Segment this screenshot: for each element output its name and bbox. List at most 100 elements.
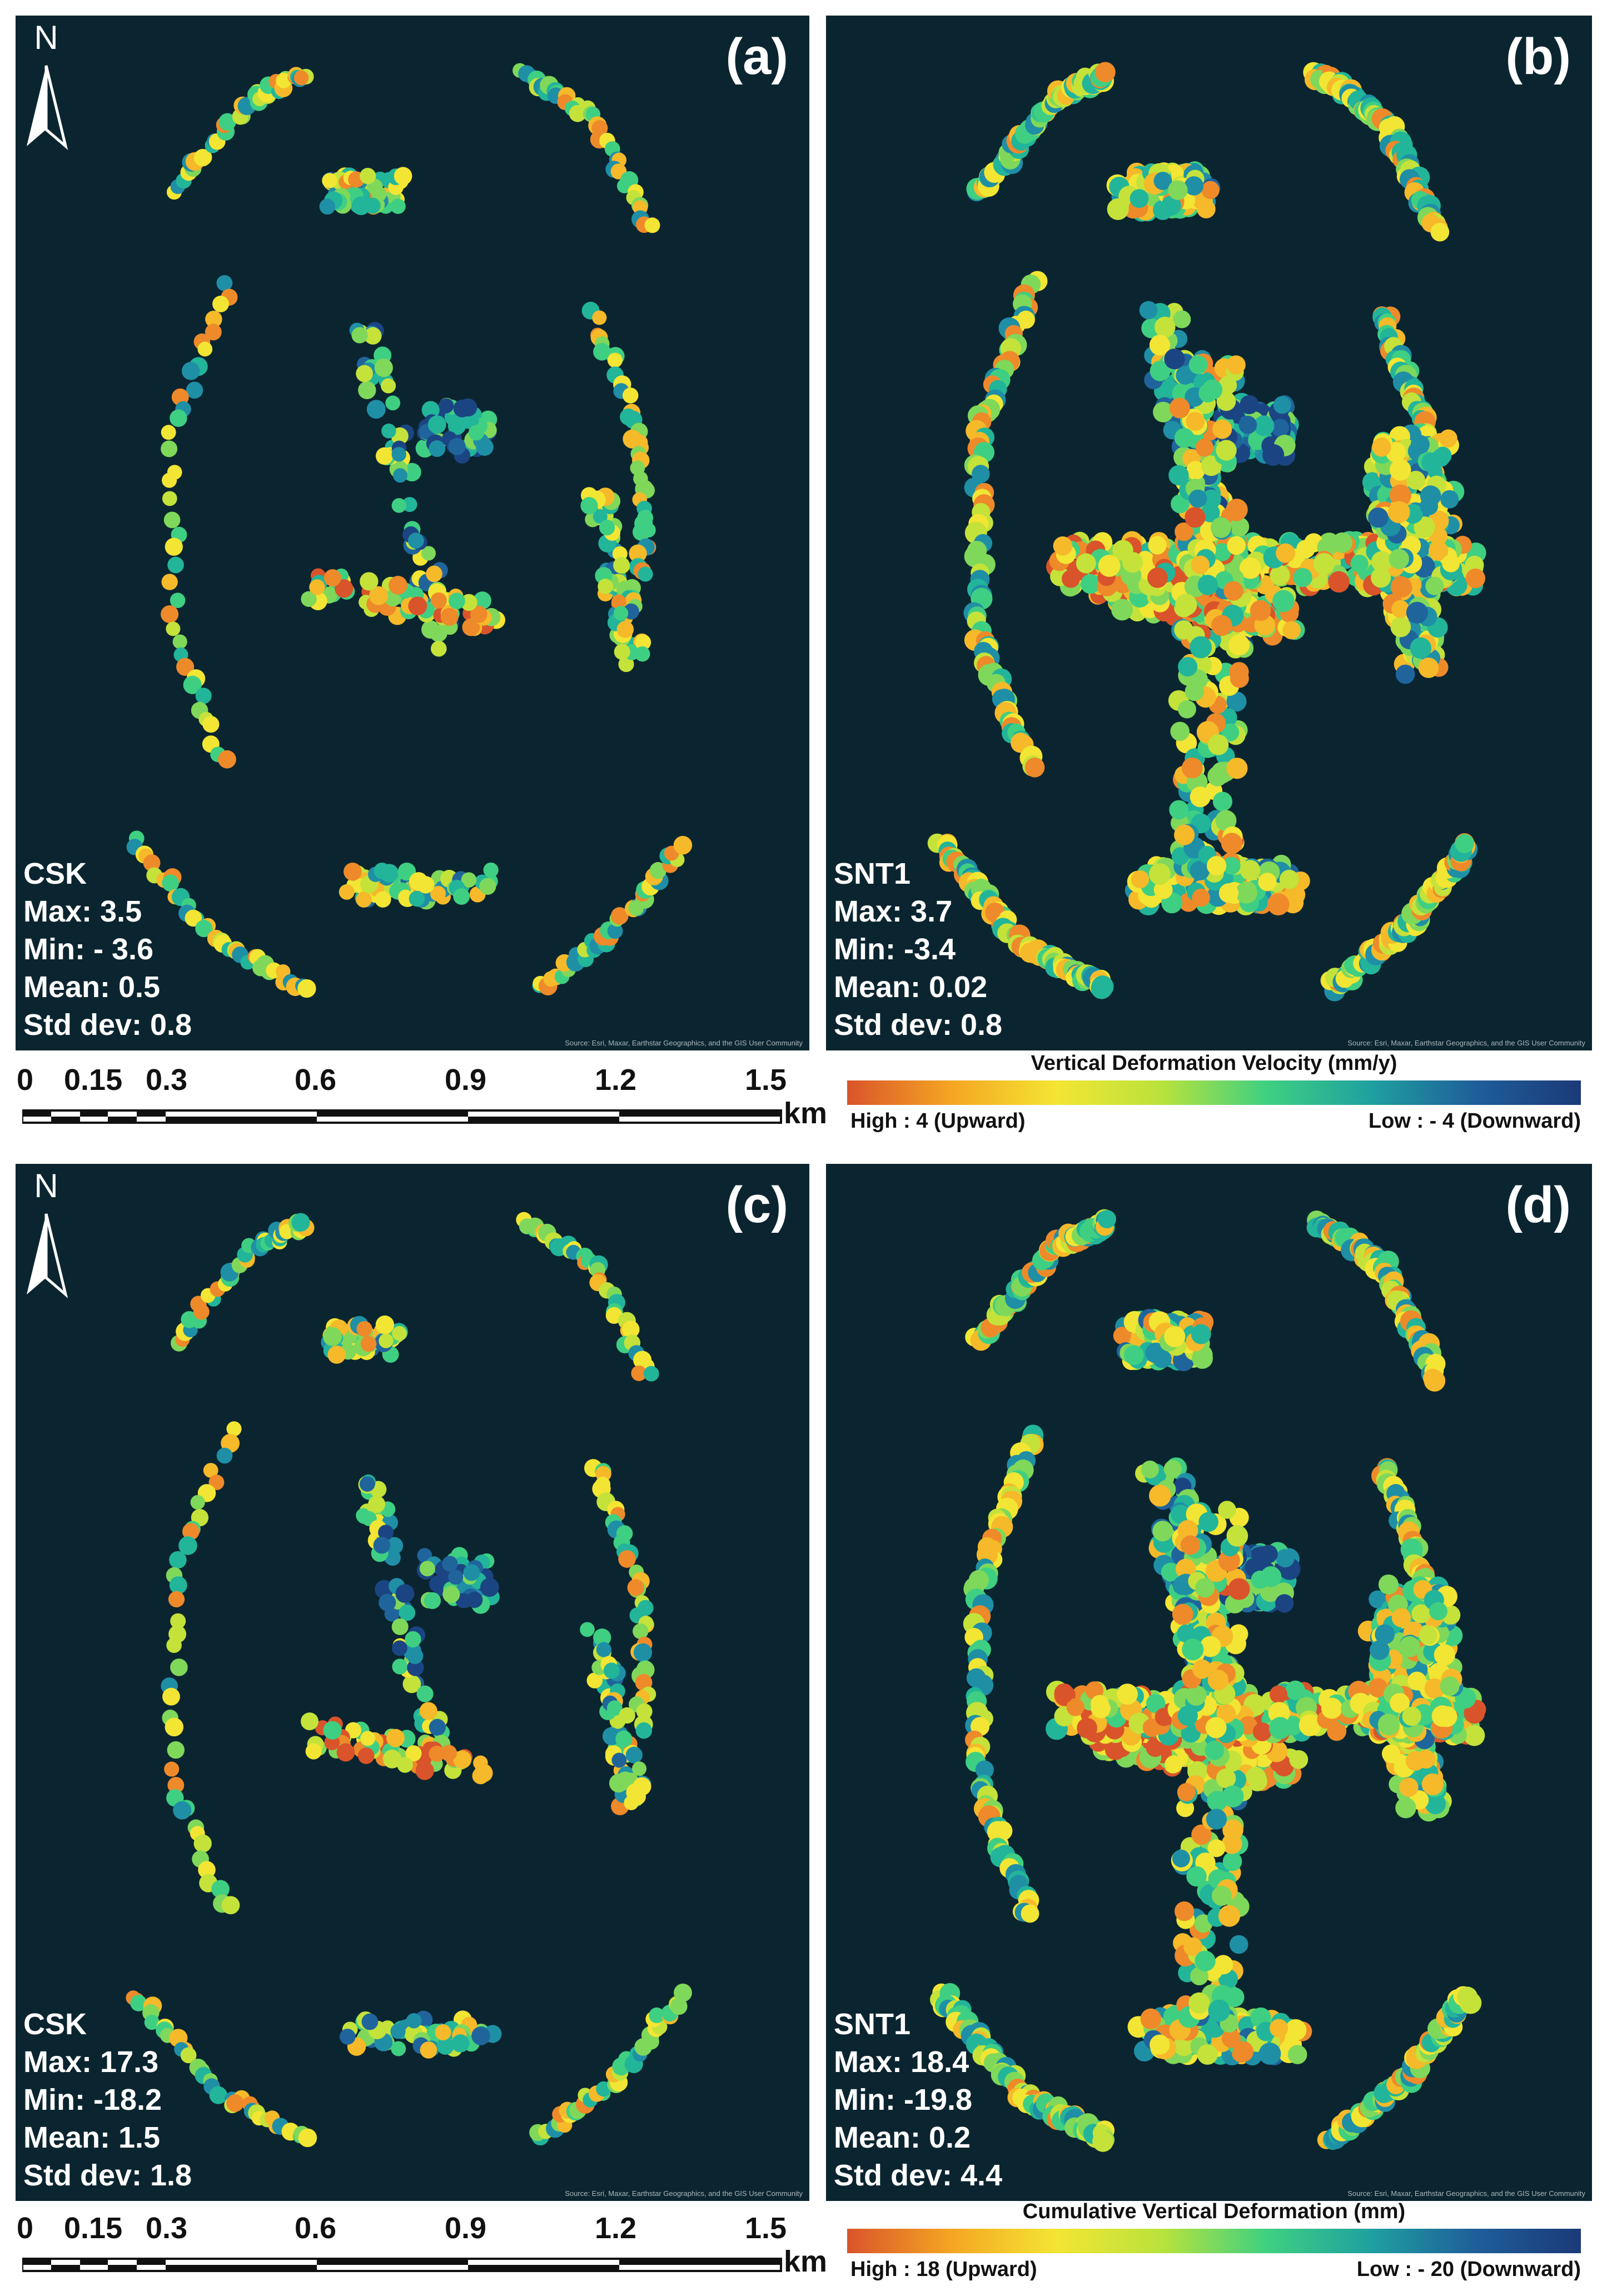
measurement-point	[1372, 437, 1391, 457]
stat-mean: Mean: 1.5	[23, 2121, 161, 2154]
measurement-point	[195, 920, 213, 938]
measurement-point	[173, 1801, 192, 1820]
measurement-point	[374, 358, 393, 377]
measurement-point	[322, 173, 337, 188]
measurement-point	[1091, 975, 1114, 998]
legend-title: Vertical Deformation Velocity (mm/y)	[1031, 1052, 1397, 1075]
measurement-point	[1410, 637, 1432, 659]
measurement-point	[1228, 634, 1250, 656]
measurement-point	[1287, 2045, 1307, 2064]
measurement-point	[629, 544, 647, 562]
measurement-point	[1149, 335, 1171, 356]
measurement-point	[344, 862, 362, 881]
measurement-point	[480, 1578, 499, 1597]
stats-box: CSK Max: 17.3 Min: -18.2 Mean: 1.5 Std d…	[23, 2005, 192, 2194]
measurement-point	[1150, 360, 1171, 381]
measurement-point	[1169, 800, 1189, 820]
measurement-point	[389, 576, 407, 595]
measurement-point	[596, 1642, 611, 1657]
measurement-point	[1165, 1755, 1183, 1774]
measurement-point	[297, 979, 316, 998]
measurement-point	[1226, 691, 1247, 712]
measurement-point	[364, 327, 382, 345]
measurement-point	[1253, 415, 1275, 436]
measurement-point	[360, 572, 379, 591]
measurement-point	[392, 1659, 408, 1675]
measurement-point	[1232, 2041, 1254, 2062]
measurement-point	[1226, 758, 1248, 779]
measurement-point	[461, 872, 477, 888]
measurement-point	[419, 1702, 437, 1720]
measurement-point	[368, 1495, 386, 1513]
measurement-point	[1221, 723, 1240, 741]
measurement-point	[1273, 396, 1291, 414]
measurement-point	[1140, 2008, 1162, 2030]
measurement-point	[1423, 1368, 1442, 1388]
stat-mean: Mean: 0.5	[23, 970, 161, 1004]
measurement-point	[1184, 176, 1204, 196]
measurement-point	[391, 1640, 407, 1656]
measurement-point	[1260, 1566, 1282, 1587]
measurement-point	[195, 688, 212, 704]
measurement-point	[1190, 786, 1211, 808]
measurement-point	[1077, 1717, 1098, 1739]
measurement-point	[1389, 549, 1409, 569]
measurement-point	[635, 634, 651, 651]
measurement-point	[613, 557, 630, 574]
measurement-point	[1216, 391, 1236, 411]
measurement-point	[1168, 180, 1188, 200]
measurement-point	[1178, 656, 1198, 677]
map-panel-d: (d) SNT1 Max: 18.4 Min: -19.8 Mean: 0.2 …	[826, 1164, 1592, 2201]
measurement-point	[171, 388, 189, 406]
measurement-point	[1021, 1904, 1039, 1923]
measurement-point	[1197, 575, 1218, 595]
measurement-point	[170, 409, 187, 427]
sensor-name: CSK	[23, 2008, 87, 2041]
measurement-point	[644, 217, 660, 233]
measurement-point	[592, 310, 607, 325]
measurement-point	[448, 592, 465, 610]
measurement-point	[360, 168, 376, 185]
measurement-point	[1212, 791, 1232, 811]
measurement-point	[366, 400, 386, 419]
measurement-point	[1229, 662, 1249, 682]
measurement-point	[407, 1647, 424, 1664]
measurement-point	[402, 497, 417, 512]
measurement-point	[1226, 355, 1246, 375]
measurement-point	[462, 618, 480, 636]
measurement-point	[1418, 658, 1439, 678]
measurement-point	[1276, 543, 1296, 563]
measurement-point	[1124, 1345, 1144, 1365]
measurement-point	[216, 275, 233, 291]
scale-tick: 0.15	[64, 1063, 123, 1097]
measurement-point	[1190, 636, 1212, 659]
measurement-point	[593, 509, 608, 524]
measurement-point	[1185, 507, 1206, 528]
measurement-point	[436, 2037, 455, 2055]
measurement-point	[381, 378, 396, 394]
sensor-name: CSK	[23, 857, 87, 890]
measurement-point	[351, 327, 368, 343]
measurement-point	[378, 1525, 394, 1541]
measurement-point	[1239, 557, 1261, 579]
measurement-point	[323, 1721, 342, 1740]
measurement-point	[358, 381, 376, 400]
measurement-point	[1174, 824, 1195, 845]
measurement-point	[336, 1743, 355, 1762]
measurement-point	[1113, 1327, 1131, 1345]
measurement-point	[607, 352, 623, 368]
measurement-point	[1212, 419, 1232, 439]
points-layer-d	[929, 1209, 1486, 2152]
measurement-point	[429, 1575, 447, 1593]
measurement-point	[385, 395, 401, 411]
measurement-point	[1142, 1718, 1161, 1737]
measurement-point	[392, 468, 407, 483]
measurement-point	[1210, 517, 1232, 538]
measurement-point	[164, 1761, 180, 1777]
measurement-point	[221, 1896, 240, 1915]
measurement-point	[1262, 444, 1285, 466]
points-layer-a	[126, 63, 693, 998]
measurement-point	[1250, 600, 1271, 621]
measurement-point	[167, 1741, 185, 1759]
measurement-point	[1195, 439, 1214, 457]
